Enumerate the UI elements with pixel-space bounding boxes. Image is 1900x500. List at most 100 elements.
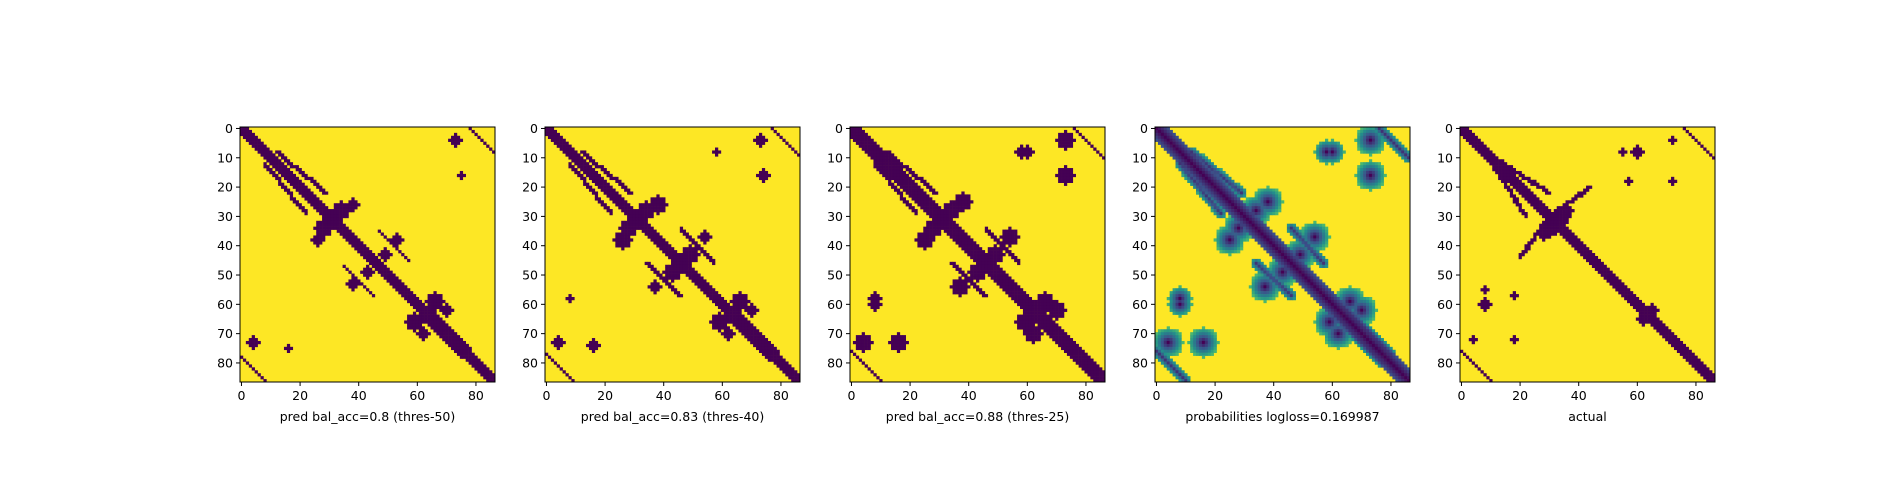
heatmap-cell <box>480 138 484 142</box>
heatmap-cell <box>606 173 610 178</box>
heatmap-cell <box>442 299 446 304</box>
heatmap-cell <box>741 317 745 321</box>
heatmap-cell <box>952 223 956 227</box>
heatmap-cell <box>1181 153 1185 157</box>
heatmap-cell <box>1178 285 1182 289</box>
heatmap-cell <box>553 141 558 145</box>
heatmap-cell <box>392 238 396 242</box>
heatmap-cell <box>929 226 933 230</box>
heatmap-cell <box>1225 194 1229 198</box>
heatmap-cell <box>556 340 560 345</box>
heatmap-cell <box>1014 238 1018 242</box>
heatmap-cell <box>1020 144 1024 148</box>
heatmap-cell <box>1046 326 1050 330</box>
heatmap-cell <box>671 247 675 251</box>
heatmap-cell <box>668 264 672 268</box>
heatmap-cell <box>1374 308 1379 312</box>
heatmap-cell <box>926 241 930 245</box>
heatmap-cell <box>685 250 689 254</box>
heatmap-cell <box>996 279 1000 283</box>
heatmap-cell <box>1228 197 1232 201</box>
heatmap-cell <box>952 214 956 219</box>
heatmap-cell <box>583 168 587 172</box>
y-tick-label: 40 <box>522 238 538 253</box>
heatmap-cell <box>1330 323 1335 327</box>
heatmap-cell <box>401 291 405 295</box>
heatmap-cell <box>688 270 692 274</box>
heatmap-cell <box>278 165 282 169</box>
heatmap-cell <box>717 314 722 318</box>
heatmap-cell <box>248 340 253 345</box>
heatmap-cell <box>1228 250 1232 254</box>
heatmap-cell <box>893 188 898 192</box>
heatmap-cell <box>1339 150 1343 154</box>
heatmap-cell <box>612 191 616 195</box>
heatmap-cell <box>401 253 405 257</box>
heatmap-cell <box>1316 297 1320 301</box>
heatmap-cell <box>339 217 343 222</box>
heatmap-cell <box>1237 206 1241 210</box>
heatmap-cell <box>717 320 722 324</box>
heatmap-cell <box>1325 147 1329 151</box>
heatmap-cell <box>339 203 343 207</box>
heatmap-cell <box>1028 305 1033 310</box>
heatmap-cell <box>1310 291 1314 295</box>
heatmap-cell <box>1034 326 1038 330</box>
heatmap-cell <box>753 332 757 336</box>
heatmap-cell <box>310 200 314 204</box>
heatmap-cell <box>970 247 974 251</box>
heatmap-cell <box>1231 235 1235 239</box>
heatmap-cell <box>1310 279 1314 283</box>
heatmap-cell <box>336 214 340 219</box>
heatmap-cell <box>1198 191 1203 195</box>
heatmap-cell <box>1330 311 1335 315</box>
heatmap-cell <box>952 238 956 242</box>
heatmap-cell <box>421 338 425 342</box>
heatmap-cell <box>401 282 405 286</box>
heatmap-cell <box>659 209 663 213</box>
y-tick-label: 70 <box>827 326 843 341</box>
heatmap-cell <box>797 376 801 380</box>
heatmap-cell <box>1052 329 1056 333</box>
heatmap-cell <box>1368 338 1373 342</box>
heatmap-cell <box>1257 297 1261 301</box>
heatmap-cell <box>1366 141 1370 145</box>
heatmap-cell <box>1216 203 1220 207</box>
heatmap-cell <box>1240 238 1244 242</box>
heatmap-cell <box>902 170 906 175</box>
heatmap-cell <box>673 255 678 260</box>
heatmap-cell <box>1081 352 1085 356</box>
heatmap-cell <box>917 185 921 189</box>
heatmap-cell <box>1260 194 1264 198</box>
heatmap-cell <box>1225 238 1229 242</box>
heatmap-cell <box>1333 311 1338 315</box>
heatmap-cell <box>632 214 637 219</box>
heatmap-cell <box>1357 294 1361 298</box>
heatmap-cell <box>1301 282 1305 286</box>
heatmap-cell <box>448 326 452 330</box>
heatmap-cell <box>671 270 675 274</box>
heatmap-cell <box>436 326 440 330</box>
heatmap-cell <box>1184 176 1188 181</box>
heatmap-cell <box>1228 194 1232 198</box>
heatmap-cell <box>412 305 417 310</box>
heatmap-cell <box>1351 317 1355 321</box>
heatmap-cell <box>298 206 302 210</box>
heatmap-cell <box>283 185 288 189</box>
heatmap-cell <box>1002 244 1006 248</box>
heatmap-cell <box>606 170 610 175</box>
heatmap-cell <box>1380 141 1384 145</box>
heatmap-cell <box>735 326 739 330</box>
x-tick-label: 0 <box>542 388 550 403</box>
heatmap-cell <box>471 129 475 134</box>
heatmap-cell <box>348 238 352 242</box>
heatmap-cell <box>952 261 956 266</box>
heatmap-cell <box>952 220 956 225</box>
heatmap-cell <box>1160 144 1165 148</box>
heatmap-cell <box>961 197 965 201</box>
x-tick-label: 60 <box>1019 388 1035 403</box>
heatmap-cell <box>1061 141 1065 145</box>
heatmap-cell <box>653 279 657 283</box>
heatmap-cell <box>715 147 719 151</box>
heatmap-cell <box>935 209 939 213</box>
